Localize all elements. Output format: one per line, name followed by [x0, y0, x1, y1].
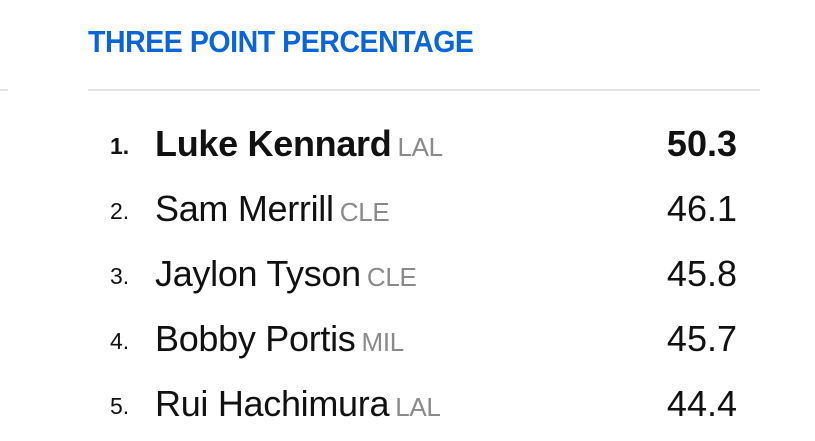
team-abbr: LAL — [397, 132, 443, 162]
player-name[interactable]: Bobby Portis — [155, 318, 356, 359]
team-abbr: LAL — [395, 392, 441, 422]
rank: 3. — [110, 263, 130, 289]
stat-value: 45.7 — [666, 318, 737, 359]
rank: 4. — [110, 328, 130, 354]
leader-row[interactable]: 3. Jaylon Tyson CLE 45.8 — [0, 247, 815, 307]
player-name[interactable]: Jaylon Tyson — [155, 253, 361, 294]
rank: 5. — [110, 393, 130, 419]
team-abbr: CLE — [366, 262, 417, 292]
stat-value: 50.3 — [666, 123, 737, 164]
stat-value: 46.1 — [666, 188, 737, 229]
category-title: THREE POINT PERCENTAGE — [88, 24, 474, 59]
leader-row[interactable]: 2. Sam Merrill CLE 46.1 — [0, 182, 815, 242]
leader-row[interactable]: 4. Bobby Portis MIL 45.7 — [0, 312, 815, 372]
stat-value: 45.8 — [666, 253, 737, 294]
rank: 1. — [110, 133, 130, 159]
stat-value: 44.4 — [666, 383, 737, 424]
player-name[interactable]: Sam Merrill — [155, 188, 334, 229]
player-name[interactable]: Luke Kennard — [155, 123, 392, 164]
leader-row[interactable]: 1. Luke Kennard LAL 50.3 — [0, 117, 815, 177]
divider — [0, 89, 8, 91]
rank: 2. — [110, 198, 130, 224]
leader-row[interactable]: 5. Rui Hachimura LAL 44.4 — [0, 377, 815, 437]
player-name[interactable]: Rui Hachimura — [155, 383, 390, 424]
divider — [88, 89, 760, 91]
team-abbr: CLE — [339, 197, 390, 227]
team-abbr: MIL — [361, 327, 405, 357]
